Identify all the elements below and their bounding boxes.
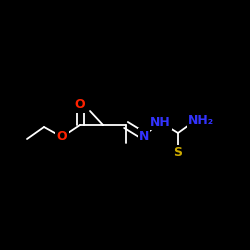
Text: S: S xyxy=(174,146,182,160)
Text: O: O xyxy=(75,98,85,112)
Text: NH: NH xyxy=(150,116,171,128)
Text: NH₂: NH₂ xyxy=(188,114,214,126)
Text: N: N xyxy=(139,130,149,142)
Text: O: O xyxy=(57,130,67,143)
